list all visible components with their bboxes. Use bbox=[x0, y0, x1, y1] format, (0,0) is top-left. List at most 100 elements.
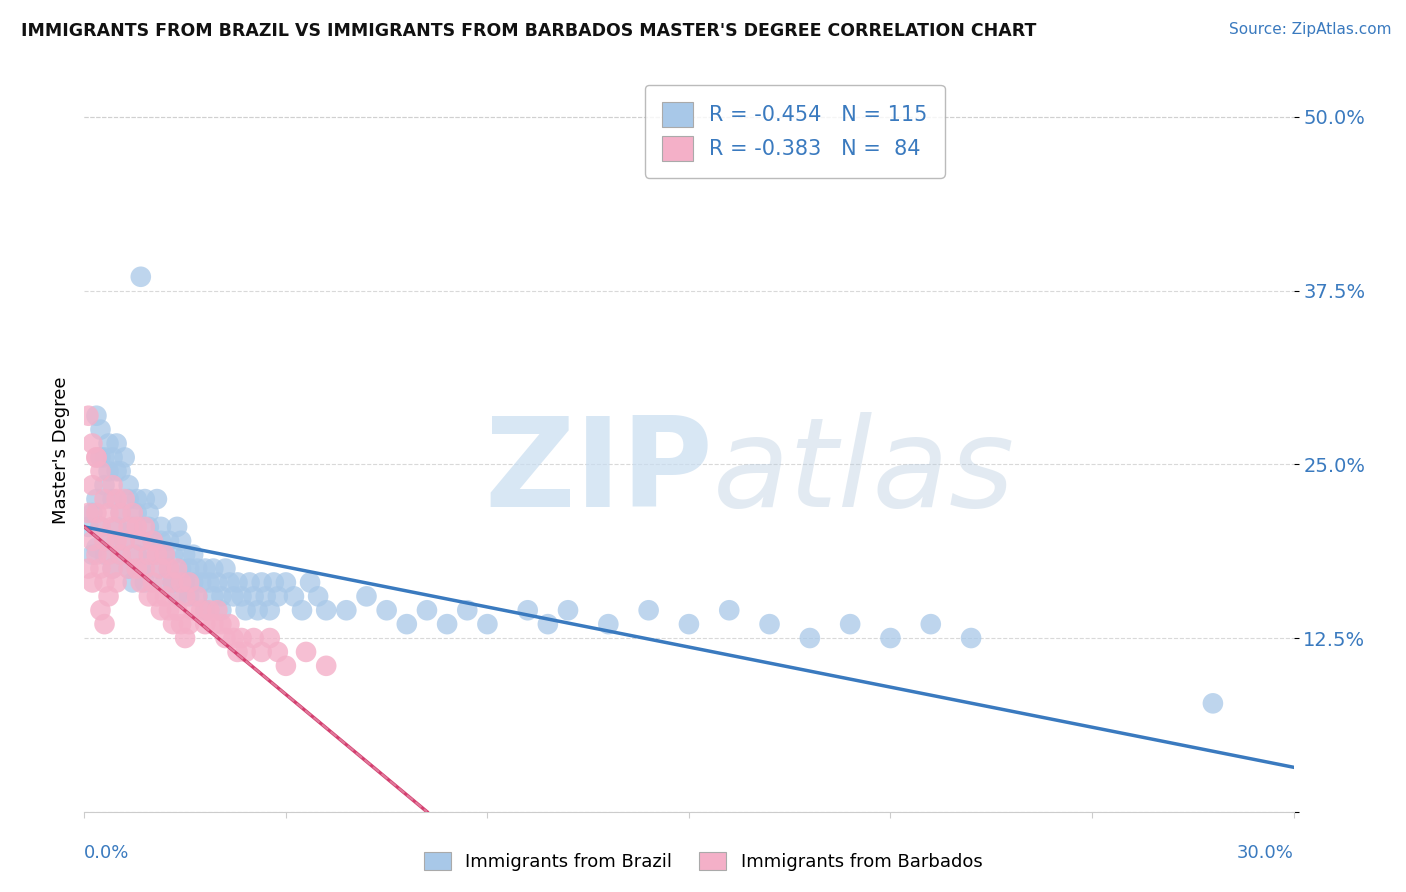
Point bbox=[170, 617, 193, 632]
Point bbox=[250, 575, 273, 590]
Point bbox=[799, 631, 821, 645]
Text: Source: ZipAtlas.com: Source: ZipAtlas.com bbox=[1229, 22, 1392, 37]
Point bbox=[190, 575, 212, 590]
Point bbox=[259, 631, 281, 645]
Point bbox=[89, 464, 111, 478]
Point bbox=[839, 617, 862, 632]
Point bbox=[181, 548, 204, 562]
Point bbox=[274, 575, 297, 590]
Point bbox=[170, 533, 193, 548]
Point bbox=[82, 436, 104, 450]
Point bbox=[138, 520, 160, 534]
Point bbox=[242, 631, 264, 645]
Point bbox=[174, 590, 197, 604]
Point bbox=[153, 590, 176, 604]
Point bbox=[637, 603, 659, 617]
Point bbox=[125, 561, 148, 575]
Point bbox=[125, 506, 148, 520]
Text: 30.0%: 30.0% bbox=[1237, 844, 1294, 863]
Point bbox=[162, 548, 184, 562]
Point bbox=[207, 575, 229, 590]
Point bbox=[138, 548, 160, 562]
Point bbox=[166, 603, 188, 617]
Point bbox=[190, 603, 212, 617]
Point bbox=[89, 450, 111, 465]
Point bbox=[121, 520, 143, 534]
Point bbox=[207, 603, 229, 617]
Point bbox=[86, 409, 108, 423]
Point bbox=[142, 548, 165, 562]
Point bbox=[121, 506, 143, 520]
Point bbox=[93, 617, 115, 632]
Point bbox=[516, 603, 538, 617]
Point bbox=[170, 575, 193, 590]
Point bbox=[89, 603, 111, 617]
Point bbox=[101, 478, 124, 492]
Point bbox=[149, 533, 172, 548]
Point bbox=[267, 645, 290, 659]
Point bbox=[157, 603, 180, 617]
Point bbox=[134, 520, 156, 534]
Point bbox=[93, 575, 115, 590]
Point bbox=[82, 548, 104, 562]
Point bbox=[557, 603, 579, 617]
Point bbox=[209, 603, 232, 617]
Point bbox=[89, 423, 111, 437]
Point bbox=[235, 603, 257, 617]
Point bbox=[214, 561, 236, 575]
Point bbox=[101, 520, 124, 534]
Point bbox=[114, 450, 136, 465]
Point bbox=[920, 617, 942, 632]
Point bbox=[960, 631, 983, 645]
Point bbox=[89, 561, 111, 575]
Point bbox=[97, 464, 120, 478]
Point bbox=[125, 520, 148, 534]
Legend: Immigrants from Brazil, Immigrants from Barbados: Immigrants from Brazil, Immigrants from … bbox=[416, 845, 990, 879]
Point bbox=[198, 603, 221, 617]
Point bbox=[162, 617, 184, 632]
Text: 0.0%: 0.0% bbox=[84, 844, 129, 863]
Point bbox=[142, 533, 165, 548]
Point bbox=[138, 590, 160, 604]
Point bbox=[118, 478, 141, 492]
Point bbox=[86, 541, 108, 555]
Point bbox=[93, 548, 115, 562]
Point bbox=[209, 617, 232, 632]
Point bbox=[97, 590, 120, 604]
Point bbox=[125, 492, 148, 507]
Point bbox=[267, 590, 290, 604]
Point bbox=[134, 492, 156, 507]
Point bbox=[121, 548, 143, 562]
Point bbox=[89, 520, 111, 534]
Point bbox=[166, 520, 188, 534]
Point bbox=[82, 533, 104, 548]
Point bbox=[114, 492, 136, 507]
Point bbox=[179, 617, 201, 632]
Point bbox=[356, 590, 378, 604]
Point bbox=[218, 617, 240, 632]
Point bbox=[138, 506, 160, 520]
Point bbox=[179, 575, 201, 590]
Point bbox=[82, 478, 104, 492]
Point bbox=[149, 520, 172, 534]
Point bbox=[134, 561, 156, 575]
Point bbox=[174, 548, 197, 562]
Point bbox=[86, 450, 108, 465]
Point bbox=[231, 631, 253, 645]
Point bbox=[153, 575, 176, 590]
Point bbox=[118, 561, 141, 575]
Point bbox=[146, 492, 169, 507]
Point bbox=[375, 603, 398, 617]
Point bbox=[174, 631, 197, 645]
Point bbox=[416, 603, 439, 617]
Point bbox=[181, 575, 204, 590]
Point bbox=[105, 575, 128, 590]
Point bbox=[97, 548, 120, 562]
Point bbox=[110, 506, 132, 520]
Point bbox=[86, 506, 108, 520]
Point bbox=[86, 492, 108, 507]
Point bbox=[179, 590, 201, 604]
Point bbox=[477, 617, 499, 632]
Point bbox=[77, 409, 100, 423]
Point bbox=[93, 492, 115, 507]
